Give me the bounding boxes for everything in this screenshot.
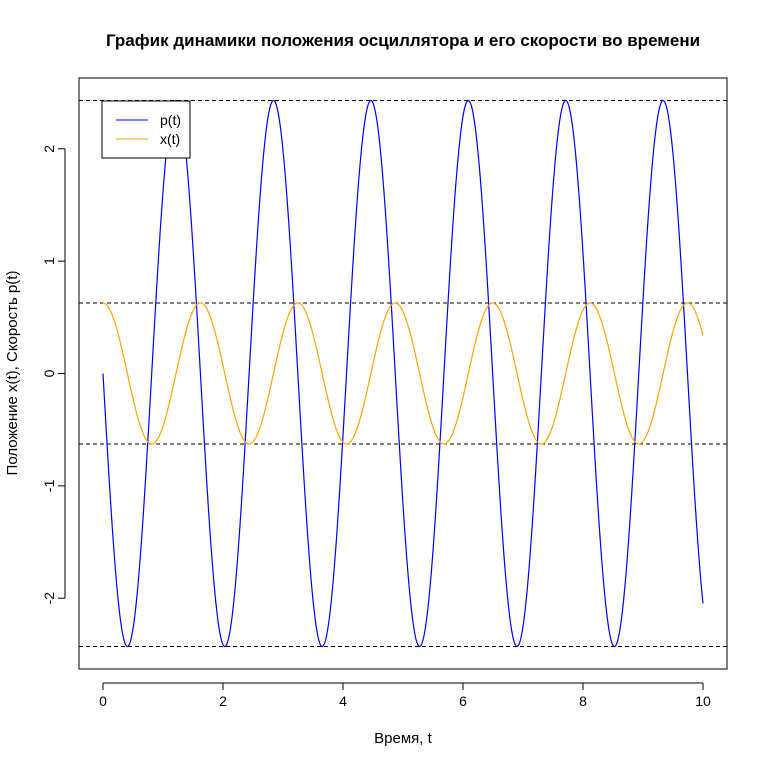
x-tick-label-8: 8 xyxy=(579,693,587,709)
y-tick-label-1: 1 xyxy=(41,257,57,265)
plot-frame xyxy=(78,77,728,670)
legend: p(t) x(t) xyxy=(101,100,191,159)
x-tick-label-4: 4 xyxy=(339,693,347,709)
legend-label-p: p(t) xyxy=(160,112,181,128)
x-tick-label-10: 10 xyxy=(695,693,711,709)
series-layer xyxy=(102,99,704,648)
y-tick-label--1: -1 xyxy=(41,479,57,492)
series-line-pt xyxy=(102,99,704,648)
y-axis-label: Положение x(t), Скорость p(t) xyxy=(4,271,21,476)
chart-title: График динамики положения осциллятора и … xyxy=(106,31,700,50)
x-tick-label-2: 2 xyxy=(219,693,227,709)
legend-label-x: x(t) xyxy=(160,131,180,147)
reference-lines xyxy=(79,99,727,648)
y-tick-label--2: -2 xyxy=(41,592,57,605)
x-tick-label-6: 6 xyxy=(459,693,467,709)
x-axis: 0 2 4 6 8 10 xyxy=(99,682,711,709)
y-tick-label-0: 0 xyxy=(41,369,57,377)
legend-box xyxy=(101,100,191,159)
x-tick-label-0: 0 xyxy=(99,693,107,709)
series-line-xt xyxy=(102,302,704,445)
x-axis-label: Время, t xyxy=(374,730,432,747)
y-axis: -2 -1 0 1 2 xyxy=(41,145,66,605)
y-tick-label-2: 2 xyxy=(41,145,57,153)
